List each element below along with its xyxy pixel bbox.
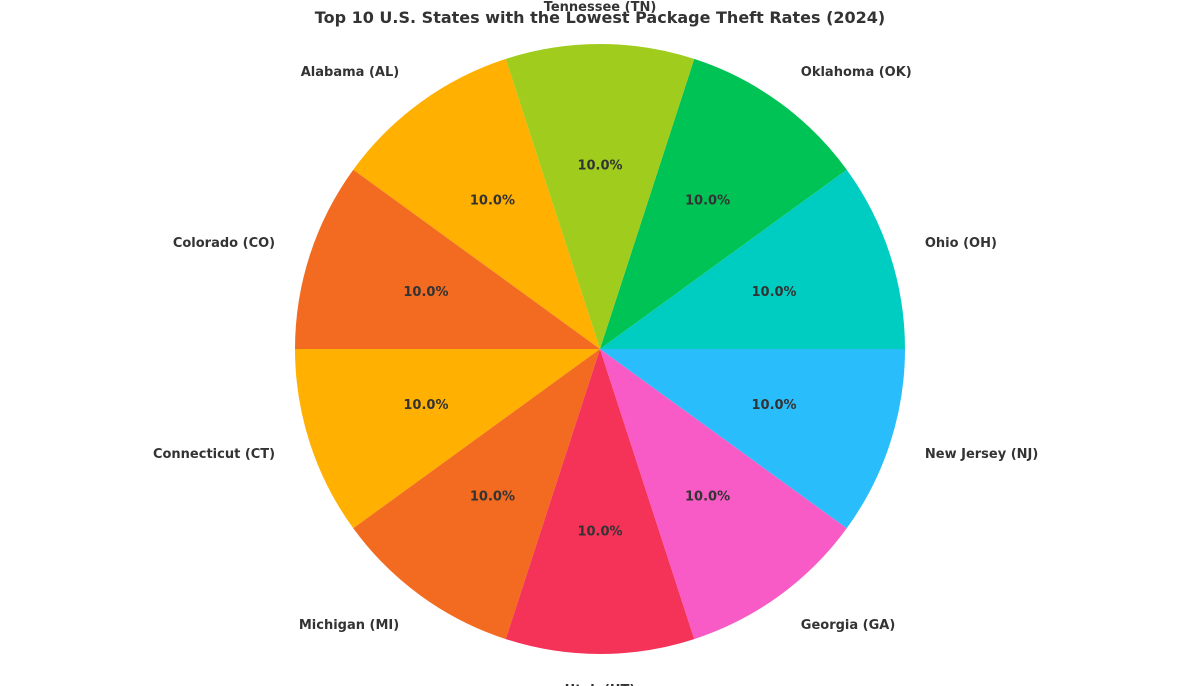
pie-slice-1 (353, 58, 600, 350)
slice-category-label: Connecticut (CT) (153, 447, 275, 462)
slice-category-label: Michigan (MI) (299, 618, 399, 633)
pie-slice-6 (600, 349, 847, 640)
slice-category-label: Colorado (CO) (173, 236, 275, 251)
slice-percent-label: 10.0% (685, 193, 730, 208)
slice-category-label: New Jersey (NJ) (925, 447, 1038, 462)
pie-slice-4 (353, 349, 600, 640)
slice-percent-label: 10.0% (470, 490, 515, 505)
chart-title: Top 10 U.S. States with the Lowest Packa… (315, 8, 885, 27)
slice-category-label: Tennessee (TN) (544, 0, 657, 15)
slice-category-label: Alabama (AL) (301, 65, 399, 80)
slice-percent-label: 10.0% (577, 525, 622, 540)
slice-category-label: Utah (UT) (565, 683, 636, 686)
slice-category-label: Ohio (OH) (925, 236, 997, 251)
labels-layer: 10.0% Alabama (AL) 10.0% Colorado (CO) 10.0%… (153, 0, 1038, 686)
pie-slice-10 (505, 44, 695, 350)
slice-percent-label: 10.0% (403, 285, 448, 300)
slice-percent-label: 10.0% (751, 285, 796, 300)
pie-slice-3 (295, 349, 600, 529)
pie-slice-5 (505, 349, 695, 654)
slice-category-label: Georgia (GA) (801, 618, 896, 633)
slice-percent-label: 10.0% (751, 398, 796, 413)
pie-slice-8 (600, 169, 905, 349)
slice-percent-label: 10.0% (470, 193, 515, 208)
pie-slice-2 (295, 169, 600, 349)
slice-percent-label: 10.0% (403, 398, 448, 413)
pie-slice-9 (600, 58, 847, 350)
slice-percent-label: 10.0% (577, 159, 622, 174)
slice-category-label: Oklahoma (OK) (801, 65, 912, 80)
slices-layer (295, 44, 905, 654)
pie-slice-7 (600, 349, 905, 529)
slice-percent-label: 10.0% (685, 490, 730, 505)
